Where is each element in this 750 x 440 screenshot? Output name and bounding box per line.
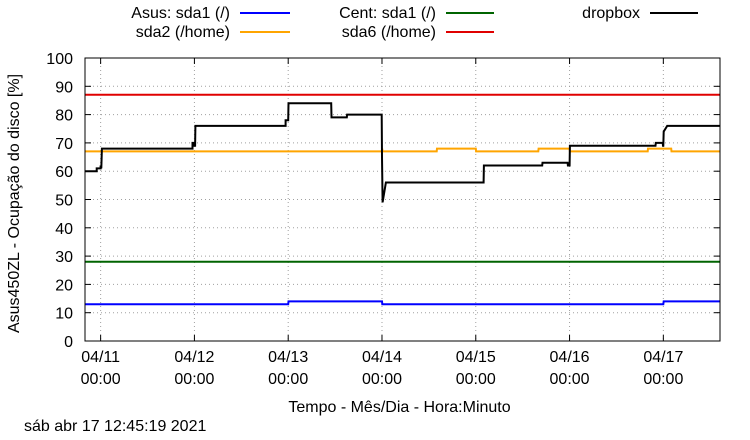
y-tick-label: 0 [64, 334, 73, 351]
y-tick-label: 100 [46, 51, 73, 68]
legend-label: Asus: sda1 (/) [131, 5, 230, 22]
x-tick-date-label: 04/14 [362, 349, 402, 366]
y-tick-label: 40 [55, 221, 73, 238]
x-tick-date-label: 04/15 [456, 349, 496, 366]
x-tick-time-label: 00:00 [456, 371, 496, 388]
plot-frame [84, 57, 721, 342]
x-tick-time-label: 00:00 [174, 371, 214, 388]
series-line-dropbox [85, 102, 720, 203]
x-tick-time-label: 00:00 [81, 371, 121, 388]
x-tick-date-label: 04/12 [174, 349, 214, 366]
y-tick-label: 20 [55, 277, 73, 294]
series-line-asus-sda1 [85, 300, 720, 306]
x-tick-time-label: 00:00 [643, 371, 683, 388]
x-tick-time-label: 00:00 [550, 371, 590, 388]
y-tick-label: 60 [55, 164, 73, 181]
legend-label: dropbox [582, 5, 640, 22]
y-tick-label: 90 [55, 79, 73, 96]
legend-label: sda2 (/home) [136, 24, 230, 41]
legend-label: Cent: sda1 (/) [339, 5, 436, 22]
x-tick-date-label: 04/16 [550, 349, 590, 366]
x-tick-time-label: 00:00 [362, 371, 402, 388]
legend-label: sda6 (/home) [342, 24, 436, 41]
x-tick-date-label: 04/17 [643, 349, 683, 366]
y-tick-label: 70 [55, 136, 73, 153]
x-tick-date-label: 04/13 [268, 349, 308, 366]
y-tick-label: 10 [55, 306, 73, 323]
y-tick-label: 30 [55, 249, 73, 266]
x-axis-title: Tempo - Mês/Dia - Hora:Minuto [288, 399, 510, 416]
y-tick-label: 50 [55, 193, 73, 210]
x-tick-time-label: 00:00 [268, 371, 308, 388]
generation-timestamp: sáb abr 17 12:45:19 2021 [24, 418, 207, 435]
y-tick-label: 80 [55, 108, 73, 125]
x-tick-date-label: 04/11 [81, 349, 120, 366]
y-axis-title: Asus450ZL - Ocupação do disco [%] [6, 74, 23, 333]
